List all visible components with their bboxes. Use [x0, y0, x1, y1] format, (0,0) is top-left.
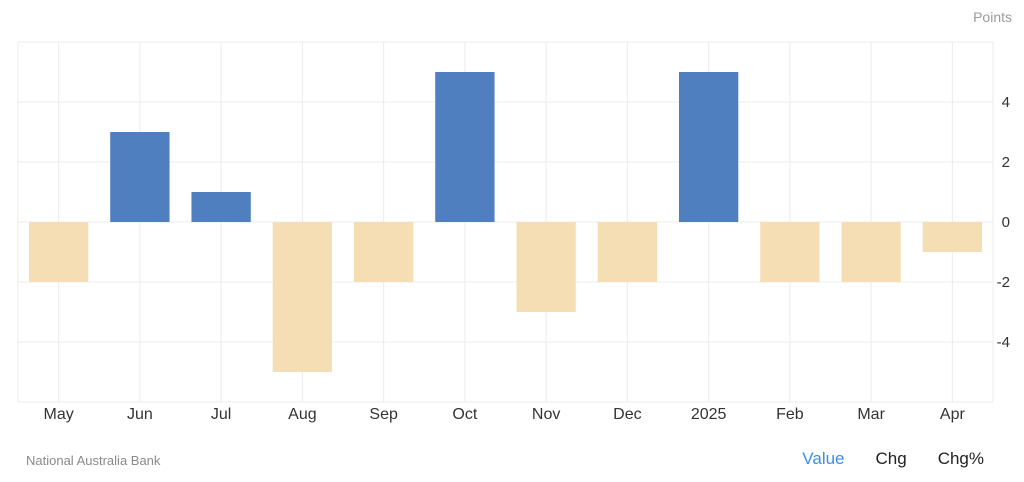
x-tick-label: Mar — [857, 406, 885, 423]
mode-tabs: Value Chg Chg% — [802, 449, 984, 469]
bar-sep[interactable] — [353, 222, 414, 282]
tab-chg[interactable]: Chg — [875, 449, 907, 468]
bar-jun[interactable] — [110, 132, 170, 222]
x-tick-label: Apr — [940, 406, 966, 423]
x-tick-label: Jul — [211, 406, 231, 423]
bar-jul[interactable] — [191, 192, 251, 222]
bar-oct[interactable] — [435, 72, 495, 222]
x-axis-ticks: May Jun Jul Aug Sep Oct Nov Dec 2025 Feb Mar Apr — [44, 406, 966, 423]
y-axis-ticks: 4 2 0 -2 -4 — [997, 94, 1010, 351]
unit-label: Points — [973, 9, 1012, 25]
bar-mar[interactable] — [841, 222, 901, 282]
x-tick-label: Aug — [288, 406, 316, 423]
x-tick-label: Oct — [452, 406, 477, 423]
tab-value[interactable]: Value — [802, 449, 845, 468]
y-tick-label: 4 — [1002, 94, 1010, 111]
y-tick-label: 2 — [1002, 154, 1010, 171]
bar-may[interactable] — [28, 222, 89, 282]
bar-aug[interactable] — [272, 222, 333, 372]
y-tick-label: -2 — [997, 274, 1010, 291]
x-tick-label: May — [44, 406, 74, 423]
source-label: National Australia Bank — [26, 453, 161, 468]
bar-feb[interactable] — [760, 222, 820, 282]
x-tick-label: Nov — [532, 406, 560, 423]
bar-nov[interactable] — [516, 222, 576, 312]
x-tick-label: Jun — [127, 406, 153, 423]
x-tick-label: Dec — [613, 406, 641, 423]
x-tick-label: Feb — [776, 406, 804, 423]
bar-2025[interactable] — [678, 72, 739, 222]
tab-chg-percent[interactable]: Chg% — [937, 449, 984, 468]
bars — [28, 72, 983, 372]
x-tick-label: Sep — [369, 406, 398, 423]
x-tick-label: 2025 — [691, 406, 727, 423]
bar-apr[interactable] — [922, 222, 983, 252]
y-tick-label: -4 — [997, 334, 1010, 351]
bar-dec[interactable] — [597, 222, 658, 282]
y-tick-label: 0 — [1002, 214, 1010, 231]
